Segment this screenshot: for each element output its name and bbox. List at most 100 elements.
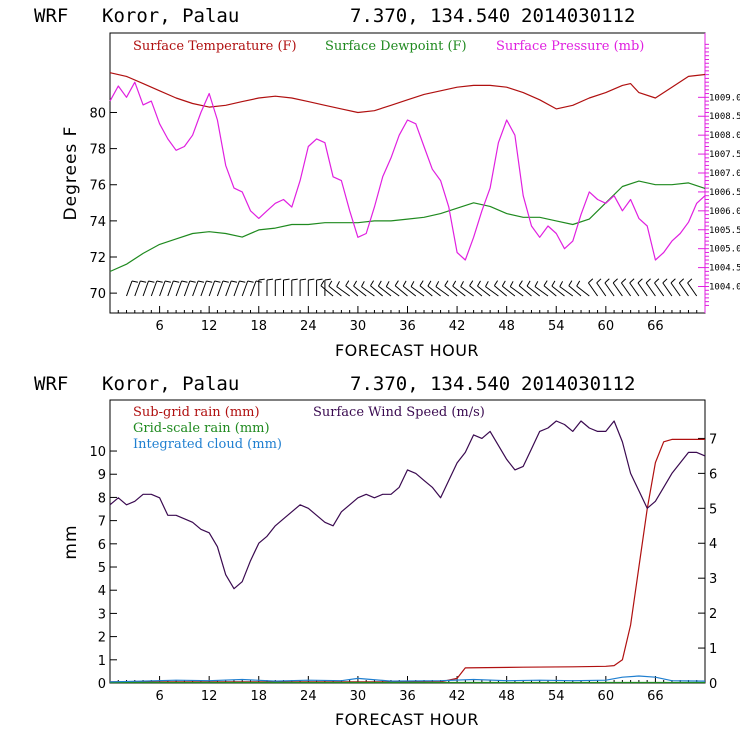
y2-tick-label: 4 — [709, 537, 717, 552]
wind-barb — [645, 278, 656, 297]
wind-barb — [192, 280, 205, 297]
y2-tick-label: 1006.0 — [709, 207, 740, 217]
panel1-x-axis-label: FORECAST HOUR — [335, 341, 479, 360]
wind-barb — [518, 280, 532, 297]
y2-tick-label: 1005.0 — [709, 245, 740, 255]
y2-tick-label: 2 — [709, 607, 717, 622]
wind-barb — [678, 278, 689, 297]
wind-barb — [543, 280, 557, 297]
wind-barb — [216, 280, 229, 297]
wind-barb — [559, 281, 574, 297]
x-tick-label: 42 — [449, 689, 466, 704]
panel1-init-time: 2014030112 — [521, 5, 635, 27]
y2-tick-label: 1004.5 — [709, 264, 740, 274]
panel1-y-axis-label: Degrees F — [61, 126, 81, 221]
wind-barb — [576, 280, 590, 297]
y2-tick-label: 1 — [709, 642, 717, 657]
legend-surface-dewpoint: Surface Dewpoint (F) — [325, 39, 467, 54]
wind-barb — [485, 281, 499, 297]
wind-barb — [509, 281, 524, 297]
x-tick-label: 54 — [548, 689, 565, 704]
y-tick-label: 10 — [89, 445, 106, 460]
x-tick-label: 18 — [250, 689, 267, 704]
x-tick-label: 48 — [498, 689, 515, 704]
wind-barb — [167, 280, 180, 297]
wind-barb — [225, 280, 238, 297]
wind-barb — [183, 280, 196, 297]
wind-barb — [385, 281, 400, 297]
legend-integrated-cloud: Integrated cloud (mm) — [133, 437, 282, 452]
wind-barb — [316, 278, 323, 296]
wind-barb — [361, 281, 375, 297]
wind-barb — [258, 278, 265, 296]
y2-tick-label: 6 — [709, 467, 717, 482]
wind-barb — [324, 278, 331, 296]
y2-tick-label: 0 — [709, 677, 717, 692]
series-surface-dewpoint — [109, 180, 706, 273]
x-tick-label: 48 — [498, 319, 515, 334]
x-tick-label: 36 — [399, 319, 416, 334]
x-tick-label: 24 — [300, 689, 317, 704]
wind-barb — [612, 278, 623, 297]
wind-barb — [444, 280, 458, 297]
wind-barbs — [126, 278, 698, 297]
wind-barb — [654, 278, 665, 297]
y-tick-label: 1 — [98, 654, 106, 669]
y2-tick-label: 1008.5 — [709, 112, 740, 122]
wind-barb — [629, 278, 640, 297]
y2-tick-label: 1007.5 — [709, 150, 740, 160]
wind-barb — [534, 281, 549, 297]
y2-tick-label: 5 — [709, 502, 717, 517]
wind-barb — [126, 280, 138, 297]
y2-tick-label: 1007.0 — [709, 169, 740, 179]
wind-barb — [477, 280, 491, 297]
y-tick-label: 80 — [89, 106, 106, 121]
x-tick-label: 6 — [155, 319, 163, 334]
panel1-y2-ticks: 1004.0 1004.5 1005.0 1005.5 1006.0 1006.5 1007… — [698, 43, 740, 306]
wind-barb — [670, 278, 681, 297]
wind-barb — [637, 278, 648, 297]
y2-tick-label: 1005.5 — [709, 226, 740, 236]
panel2-x-axis-label: FORECAST HOUR — [335, 710, 479, 729]
panel1-y-ticks: 70 72 74 76 78 80 — [89, 106, 117, 302]
panel2-legend: Sub-grid rain (mm) Grid-scale rain (mm) … — [133, 405, 485, 452]
wind-barb — [419, 280, 433, 297]
y-tick-label: 8 — [98, 491, 106, 506]
wind-barb — [526, 280, 541, 297]
wind-barb — [291, 278, 298, 296]
wind-barb — [687, 278, 698, 297]
panel1-model: WRF — [34, 5, 68, 27]
legend-surface-temperature: Surface Temperature (F) — [133, 39, 297, 54]
y2-tick-label: 1004.0 — [709, 283, 740, 293]
y-tick-label: 7 — [98, 515, 106, 530]
panel2-y2-ticks: 0 1 2 3 4 5 6 7 — [698, 432, 717, 692]
wind-barb — [493, 280, 508, 297]
wind-barb — [353, 280, 367, 297]
y2-tick-label: 1009.0 — [709, 93, 740, 103]
y-tick-label: 2 — [98, 631, 106, 646]
wind-barb — [336, 281, 350, 297]
wind-barb — [469, 280, 483, 297]
y2-tick-label: 7 — [709, 432, 717, 447]
wind-barb — [250, 280, 262, 297]
panel1-location: Koror, Palau — [102, 5, 239, 27]
x-tick-label: 60 — [598, 319, 615, 334]
wind-barb — [604, 278, 615, 297]
series-integrated-cloud — [109, 675, 706, 683]
wind-barb — [452, 280, 466, 297]
y2-tick-label: 3 — [709, 572, 717, 587]
wind-barb — [283, 278, 290, 296]
wind-barb — [377, 280, 392, 297]
wind-barb — [142, 280, 155, 297]
series-surface-temperature — [109, 72, 706, 114]
y-tick-label: 6 — [98, 538, 106, 553]
series-surface-pressure — [109, 81, 706, 261]
x-tick-label: 6 — [155, 689, 163, 704]
panel2-series — [109, 420, 706, 684]
wind-barb — [596, 278, 607, 297]
wind-barb — [587, 278, 599, 297]
panel2-coords: 7.370, 134.540 — [350, 373, 510, 395]
x-tick-label: 66 — [647, 689, 664, 704]
wind-barb — [501, 280, 516, 297]
